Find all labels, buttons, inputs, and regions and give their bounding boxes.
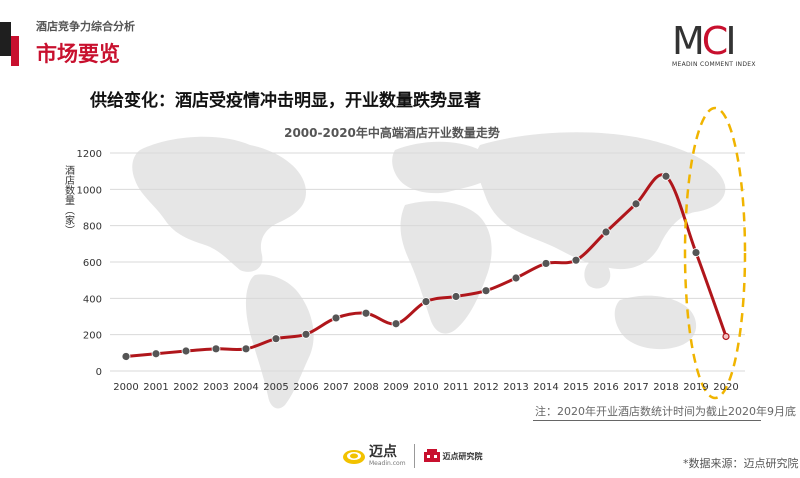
x-tick-label: 2008 xyxy=(353,382,378,393)
data-point xyxy=(481,286,491,296)
y-tick-label: 1200 xyxy=(77,149,102,160)
data-point xyxy=(541,259,551,268)
data-point xyxy=(451,292,461,301)
data-point xyxy=(722,332,730,341)
slide-headline: 供给变化：酒店受疫情冲击明显，开业数量跌势显著 xyxy=(90,91,481,111)
y-tick-label: 800 xyxy=(83,222,102,233)
chart-highlight xyxy=(683,106,747,400)
x-tick-label: 2018 xyxy=(653,382,678,393)
x-tick-label: 2000 xyxy=(113,382,138,393)
data-point xyxy=(631,199,641,209)
x-tick-label: 2016 xyxy=(593,382,618,393)
footnote-underline xyxy=(533,420,761,421)
mci-logo: MCI MEADIN COMMENT INDEX xyxy=(672,19,756,68)
data-point xyxy=(181,346,191,356)
data-point xyxy=(241,344,251,354)
data-point xyxy=(301,329,311,339)
y-tick-label: 1000 xyxy=(77,185,102,196)
chart-footnote: 注：2020年开业酒店数统计时间为截止2020年9月底 xyxy=(535,405,796,418)
data-point xyxy=(331,313,341,323)
maidian-logo-name: 迈点 xyxy=(369,443,397,460)
y-tick-label: 600 xyxy=(83,258,102,269)
y-axis-label: 酒店数量（家） xyxy=(63,165,75,235)
data-point xyxy=(511,273,521,283)
maidian-logo-icon xyxy=(343,450,365,464)
chart-series xyxy=(121,171,730,361)
x-tick-label: 2015 xyxy=(563,382,588,393)
chart-labels: 0 200 400 600 800 1000 1200 2000 2001 2002 2003 200… xyxy=(63,125,739,393)
x-tick-label: 2002 xyxy=(173,382,198,393)
x-tick-label: 2005 xyxy=(263,382,288,393)
x-tick-label: 2012 xyxy=(473,382,498,393)
data-point xyxy=(421,297,431,307)
data-point xyxy=(571,255,581,265)
chart-title: 2000-2020年中高端酒店开业数量走势 xyxy=(284,125,500,140)
data-point xyxy=(391,319,401,329)
data-point xyxy=(691,248,701,257)
x-tick-label: 2006 xyxy=(293,382,318,393)
x-tick-label: 2019 xyxy=(683,382,708,393)
page-kicker: 酒店竞争力综合分析 xyxy=(36,20,135,33)
page-title: 市场要览 xyxy=(36,42,120,66)
x-tick-label: 2001 xyxy=(143,382,168,393)
footer-logos: 迈点 Meadin.com 迈点研究院 xyxy=(342,441,483,471)
data-point xyxy=(361,308,371,318)
data-point xyxy=(271,334,281,344)
x-tick-label: 2007 xyxy=(323,382,348,393)
data-point xyxy=(151,349,161,359)
x-tick-label: 2020 xyxy=(713,382,738,393)
data-source: *数据来源：迈点研究院 xyxy=(683,457,799,470)
world-map-background xyxy=(132,132,726,409)
x-tick-label: 2009 xyxy=(383,382,408,393)
logo-divider xyxy=(413,444,415,468)
x-tick-label: 2011 xyxy=(443,382,468,393)
data-point xyxy=(121,352,131,361)
x-tick-label: 2013 xyxy=(503,382,528,393)
x-tick-label: 2017 xyxy=(623,382,648,393)
x-tick-label: 2004 xyxy=(233,382,258,393)
maidian-logo-url: Meadin.com xyxy=(369,459,406,467)
corner-accent-dark xyxy=(0,22,11,56)
data-point xyxy=(211,344,221,354)
y-tick-label: 200 xyxy=(83,331,102,342)
y-tick-label: 0 xyxy=(96,367,102,378)
highlight-ellipse xyxy=(683,106,747,400)
data-point xyxy=(661,171,671,181)
x-tick-label: 2010 xyxy=(413,382,438,393)
institute-logo-name: 迈点研究院 xyxy=(442,451,483,461)
y-tick-label: 400 xyxy=(83,294,102,305)
x-tick-label: 2003 xyxy=(203,382,228,393)
data-point xyxy=(601,227,611,237)
institute-logo-icon xyxy=(423,449,440,462)
x-tick-label: 2014 xyxy=(533,382,558,393)
corner-accent-red xyxy=(11,36,19,66)
